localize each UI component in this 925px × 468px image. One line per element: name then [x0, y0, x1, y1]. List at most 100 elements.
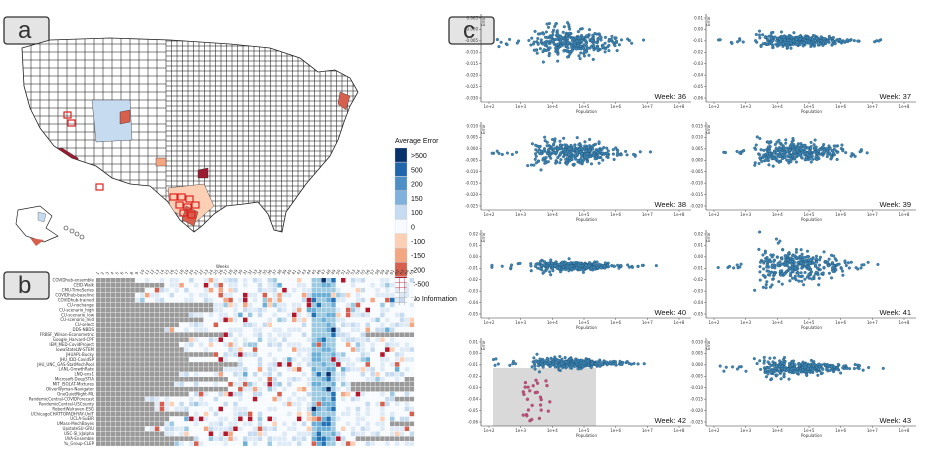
heatmap-cell [140, 421, 145, 427]
heatmap-cell [110, 421, 116, 427]
heatmap-cell [341, 436, 346, 441]
county-cell [352, 105, 358, 112]
county-cell [319, 190, 326, 197]
x-tick-label: 1e+3 [515, 212, 526, 217]
county-cell [352, 180, 358, 187]
heatmap-cell [130, 307, 135, 313]
heatmap-cell [316, 307, 321, 313]
heatmap-cell [145, 391, 150, 397]
heatmap-cell [267, 406, 272, 412]
heatmap-cell [380, 381, 385, 387]
y-tick-label: -0.015 [465, 61, 478, 66]
county-cell [156, 211, 167, 221]
county-cell [111, 211, 122, 221]
county-cell [84, 219, 95, 229]
heatmap-cell [145, 307, 150, 313]
heatmap-cell [316, 396, 321, 402]
county-cell [102, 203, 113, 213]
heatmap-cell [243, 297, 248, 303]
heatmap-cell [218, 411, 223, 417]
county-cell [171, 220, 178, 227]
heatmap-cell [336, 342, 341, 347]
heatmap-cell [135, 347, 140, 352]
county-cell [347, 230, 354, 232]
heatmap-cell [228, 441, 233, 446]
county-cell [352, 140, 358, 147]
county-cell [93, 219, 104, 229]
county-cell [253, 205, 260, 212]
heatmap-cell [208, 332, 214, 337]
heatmap-cell [125, 377, 130, 382]
county-cell [231, 230, 238, 232]
heatmap-cell [316, 401, 321, 407]
heatmap-cell [194, 367, 199, 372]
scatter-point [603, 35, 607, 39]
heatmap-cell [267, 396, 272, 402]
heatmap-cell [350, 357, 356, 362]
heatmap-cell [179, 362, 184, 367]
heatmap-cell [267, 426, 272, 432]
heatmap-cell [345, 391, 351, 397]
heatmap-cell [311, 357, 317, 362]
heatmap-cell [404, 396, 410, 402]
scatter-point [578, 36, 582, 40]
heatmap-cell [110, 287, 116, 293]
heatmap-cell [292, 357, 297, 362]
heatmap-cell [399, 436, 405, 441]
heatmap-cell [238, 372, 243, 377]
county-cell [111, 203, 122, 213]
county-region [197, 167, 209, 179]
heatmap-cell [208, 391, 214, 397]
y-tick-label: 0.00 [694, 27, 703, 32]
heatmap-cell [203, 406, 209, 412]
heatmap-cell [228, 317, 233, 323]
heatmap-cell [272, 352, 277, 357]
heatmap-cell [135, 377, 140, 382]
heatmap-cell [169, 297, 174, 303]
county-cell [297, 230, 304, 232]
heatmap-cell [145, 357, 150, 362]
county-cell [336, 175, 343, 182]
county-cell [226, 215, 233, 222]
scatter-point [779, 30, 783, 34]
scatter-point [607, 43, 611, 47]
heatmap-cell [390, 411, 395, 417]
heatmap-cell [159, 337, 165, 342]
heatmap-cell [355, 347, 361, 352]
heatmap-cell [105, 297, 111, 303]
heatmap-cell [164, 317, 170, 323]
heatmap-cell [316, 312, 321, 318]
heatmap-cell [360, 401, 366, 407]
scatter-point [596, 46, 600, 50]
heatmap-cell [287, 391, 292, 397]
county-cell [22, 107, 32, 117]
heatmap-cell [272, 357, 277, 362]
county-cell [341, 165, 348, 172]
heatmap-cell [296, 337, 302, 342]
heatmap-cell [125, 401, 130, 407]
heatmap-cell [198, 436, 204, 441]
heatmap-cell [341, 342, 346, 347]
county-cell [75, 171, 86, 181]
heatmap-cell [223, 287, 228, 293]
heatmap-cell [355, 352, 361, 357]
heatmap-cell [169, 367, 174, 372]
heatmap-cell [243, 426, 248, 432]
county-cell [303, 230, 310, 232]
heatmap-cell [350, 406, 356, 412]
heatmap-cell [355, 362, 361, 367]
scatter-point [536, 42, 540, 46]
county-cell [129, 219, 140, 229]
scatter-point [573, 36, 577, 40]
county-cell [359, 61, 365, 66]
heatmap-cell [390, 322, 395, 328]
heatmap-cell [267, 307, 272, 313]
heatmap-cell [203, 357, 209, 362]
heatmap-cell [208, 436, 214, 441]
heatmap-cell [257, 367, 263, 372]
heatmap-cell [164, 352, 170, 357]
heatmap-cell [228, 342, 233, 347]
county-cell [347, 38, 354, 42]
heatmap-cell [159, 278, 165, 283]
heatmap-cell [120, 421, 125, 427]
